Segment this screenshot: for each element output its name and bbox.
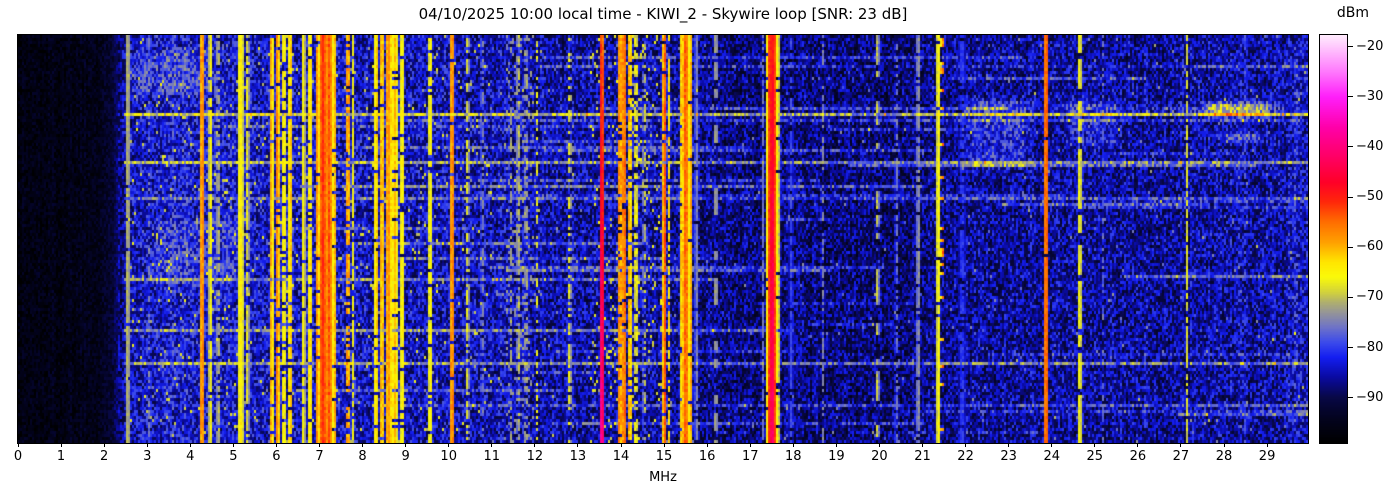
x-tick-mark	[792, 443, 794, 447]
x-tick-mark	[1180, 443, 1182, 447]
x-tick-label: 5	[229, 449, 238, 464]
x-tick-mark	[1008, 443, 1010, 447]
x-tick-mark	[1137, 443, 1139, 447]
x-tick-label: 14	[612, 449, 630, 464]
x-tick-label: 3	[143, 449, 152, 464]
x-tick-mark	[965, 443, 967, 447]
x-tick-label: 13	[569, 449, 587, 464]
x-tick-mark	[362, 443, 364, 447]
x-tick-mark	[189, 443, 191, 447]
colorbar-tick-label: −60	[1356, 239, 1384, 255]
x-tick-label: 4	[186, 449, 195, 464]
x-tick-mark	[663, 443, 665, 447]
colorbar-tick-mark	[1348, 246, 1353, 248]
waterfall-heatmap	[18, 35, 1308, 443]
colorbar-tick-label: −40	[1356, 138, 1384, 154]
colorbar-gradient	[1320, 35, 1347, 443]
x-tick-mark	[1051, 443, 1053, 447]
x-tick-mark	[405, 443, 407, 447]
x-tick-label: 29	[1258, 449, 1276, 464]
x-tick-label: 0	[13, 449, 23, 464]
x-tick-label: 18	[785, 449, 802, 464]
x-tick-label: 16	[698, 449, 716, 464]
x-tick-mark	[534, 443, 536, 447]
x-tick-label: 27	[1172, 449, 1190, 464]
x-tick-label: 23	[1000, 449, 1017, 464]
x-tick-mark	[577, 443, 579, 447]
plot-title: 04/10/2025 10:00 local time - KIWI_2 - S…	[418, 5, 908, 23]
x-tick-label: 10	[440, 449, 457, 464]
x-tick-mark	[1266, 443, 1268, 447]
x-tick-mark	[275, 443, 277, 447]
x-tick-mark	[448, 443, 450, 447]
x-tick-label: 8	[358, 449, 367, 464]
colorbar-tick-mark	[1348, 196, 1353, 198]
x-tick-mark	[1223, 443, 1225, 447]
x-tick-label: 12	[526, 449, 544, 464]
x-tick-label: 21	[914, 449, 931, 464]
x-tick-mark	[922, 443, 923, 447]
colorbar-tick-mark	[1348, 397, 1353, 399]
x-tick-mark	[749, 443, 751, 447]
x-tick-label: 6	[272, 449, 281, 464]
x-tick-label: 20	[871, 449, 888, 464]
x-tick-mark	[491, 443, 493, 447]
colorbar-tick-mark	[1348, 146, 1353, 148]
colorbar-tick-mark	[1348, 347, 1353, 349]
colorbar-tick-mark	[1348, 296, 1353, 298]
x-tick-mark	[60, 443, 62, 447]
colorbar-unit-label: dBm	[1336, 5, 1370, 21]
colorbar-tick-mark	[1348, 46, 1353, 48]
colorbar-tick-label: −70	[1356, 289, 1384, 305]
x-tick-label: 26	[1129, 449, 1147, 464]
x-tick-label: 9	[401, 449, 410, 464]
colorbar-tick-label: −50	[1356, 189, 1384, 205]
colorbar-tick-label: −30	[1356, 88, 1384, 104]
x-tick-mark	[103, 443, 105, 447]
x-tick-label: 1	[56, 449, 66, 464]
x-tick-mark	[706, 443, 708, 447]
colorbar-tick-label: −90	[1356, 389, 1384, 405]
x-tick-mark	[146, 443, 148, 447]
x-tick-label: 22	[957, 449, 974, 464]
x-tick-mark	[878, 443, 880, 447]
x-tick-mark	[17, 443, 19, 447]
x-tick-label: 28	[1215, 449, 1233, 464]
colorbar-tick-mark	[1348, 96, 1353, 98]
x-tick-mark	[232, 443, 234, 447]
colorbar-tick-label: −80	[1356, 339, 1384, 355]
x-tick-label: 2	[100, 449, 109, 464]
colorbar-tick-label: −20	[1356, 38, 1384, 54]
colorbar	[1319, 34, 1348, 444]
x-tick-label: 15	[655, 449, 673, 464]
x-tick-label: 24	[1043, 449, 1060, 464]
x-tick-label: 25	[1086, 449, 1104, 464]
x-tick-label: 7	[315, 449, 324, 464]
x-tick-mark	[835, 443, 837, 447]
x-tick-mark	[620, 443, 622, 447]
x-tick-mark	[1094, 443, 1096, 447]
x-tick-label: 17	[741, 449, 759, 464]
x-tick-label: 11	[483, 449, 501, 464]
x-tick-label: 19	[828, 449, 845, 464]
x-axis-label: MHz	[649, 470, 677, 485]
waterfall-plot-area	[17, 34, 1309, 444]
x-tick-mark	[319, 443, 320, 447]
